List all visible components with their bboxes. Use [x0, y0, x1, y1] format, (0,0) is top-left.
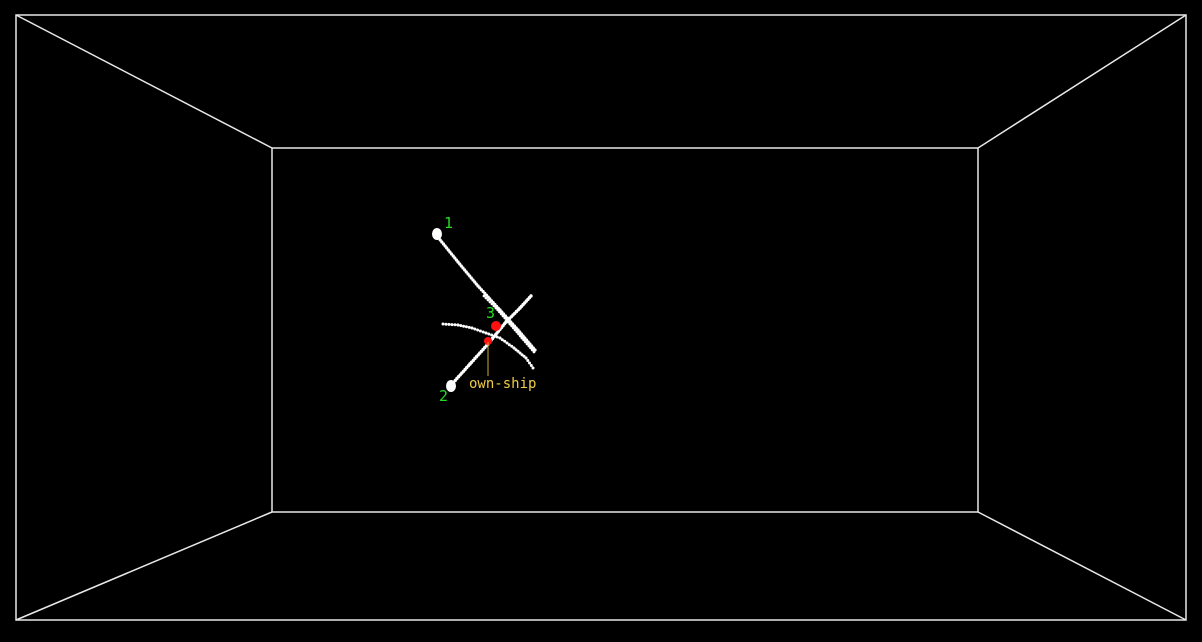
track-dot — [522, 354, 526, 358]
track-dot — [517, 332, 520, 336]
track-dot — [467, 325, 471, 329]
track-dot — [476, 328, 480, 332]
target-1-label: 1 — [444, 214, 453, 232]
track-dot — [522, 338, 526, 342]
track-dot — [441, 322, 445, 326]
track-dot — [529, 346, 532, 350]
edge-bottom-left — [15, 511, 273, 621]
track-dot — [516, 349, 520, 353]
track-trail-target-1 — [435, 234, 537, 352]
track-dot — [492, 304, 496, 308]
track-dot — [478, 329, 482, 333]
target-3-label: 3 — [486, 304, 495, 322]
track-dot — [487, 332, 491, 336]
track-dot — [495, 335, 499, 339]
edge-bottom-right — [977, 511, 1187, 621]
track-dot — [492, 334, 496, 338]
target-2-marker[interactable] — [446, 380, 456, 392]
track-dot — [473, 327, 477, 331]
track-dot — [514, 348, 518, 352]
track-dot — [488, 300, 492, 304]
outer-frame — [15, 14, 1187, 621]
track-dot — [499, 312, 503, 316]
track-dot — [515, 330, 519, 334]
track-dot — [526, 359, 530, 362]
track-dot — [490, 333, 494, 337]
own-ship-marker-secondary — [484, 337, 492, 345]
track-dot — [512, 346, 516, 350]
track-dot — [507, 343, 511, 347]
track-dot — [520, 353, 524, 357]
track-dot — [527, 344, 531, 348]
track-dot — [506, 320, 510, 324]
edge-top-right — [977, 14, 1187, 149]
track-dot — [494, 306, 498, 310]
track-dot — [518, 334, 522, 338]
track-dot — [486, 298, 490, 302]
track-dot — [529, 364, 533, 367]
back-wall — [271, 147, 979, 513]
track-dot — [482, 294, 486, 298]
target-2-label: 2 — [439, 387, 448, 405]
target-1-marker[interactable] — [432, 228, 442, 240]
track-dot — [464, 325, 468, 329]
track-dot — [450, 323, 454, 327]
track-dot — [470, 326, 474, 330]
track-dot — [444, 322, 448, 326]
track-dot — [484, 331, 488, 335]
track-dot — [501, 314, 505, 318]
edge-top-left — [15, 14, 273, 149]
track-dot — [498, 336, 502, 340]
track-dot — [529, 294, 533, 298]
track-dot — [524, 356, 528, 360]
own-ship-marker[interactable] — [491, 321, 501, 331]
track-trail-target-3 — [441, 322, 535, 370]
track-dot — [503, 316, 507, 320]
track-dot — [512, 326, 515, 330]
track-dot — [498, 310, 501, 314]
track-dot — [456, 323, 460, 327]
track-dot — [447, 322, 451, 326]
track-dot — [481, 330, 485, 334]
track-dot — [503, 339, 507, 343]
track-dot — [496, 308, 500, 312]
track-dot — [462, 324, 466, 328]
track-dot — [505, 318, 508, 322]
track-trail-ownship — [482, 294, 536, 354]
track-dot — [490, 302, 494, 306]
track-dot — [510, 344, 514, 348]
track-dot — [484, 296, 488, 300]
track-dot — [531, 366, 535, 370]
track-dot — [505, 341, 509, 345]
own-ship-label: own-ship — [469, 376, 536, 392]
track-dot — [532, 350, 536, 354]
track-dot — [520, 336, 524, 340]
track-dot — [525, 342, 529, 346]
track-dot — [510, 324, 514, 328]
track-dot — [459, 324, 463, 328]
track-dot — [453, 323, 457, 327]
track-dot — [500, 338, 504, 342]
track-dot — [518, 351, 522, 355]
track-dot — [513, 328, 517, 332]
room-wireframe — [15, 14, 1187, 621]
track-dot — [524, 340, 527, 344]
track-dot — [528, 361, 531, 365]
track-dot — [530, 348, 534, 352]
track-dot — [508, 322, 512, 326]
